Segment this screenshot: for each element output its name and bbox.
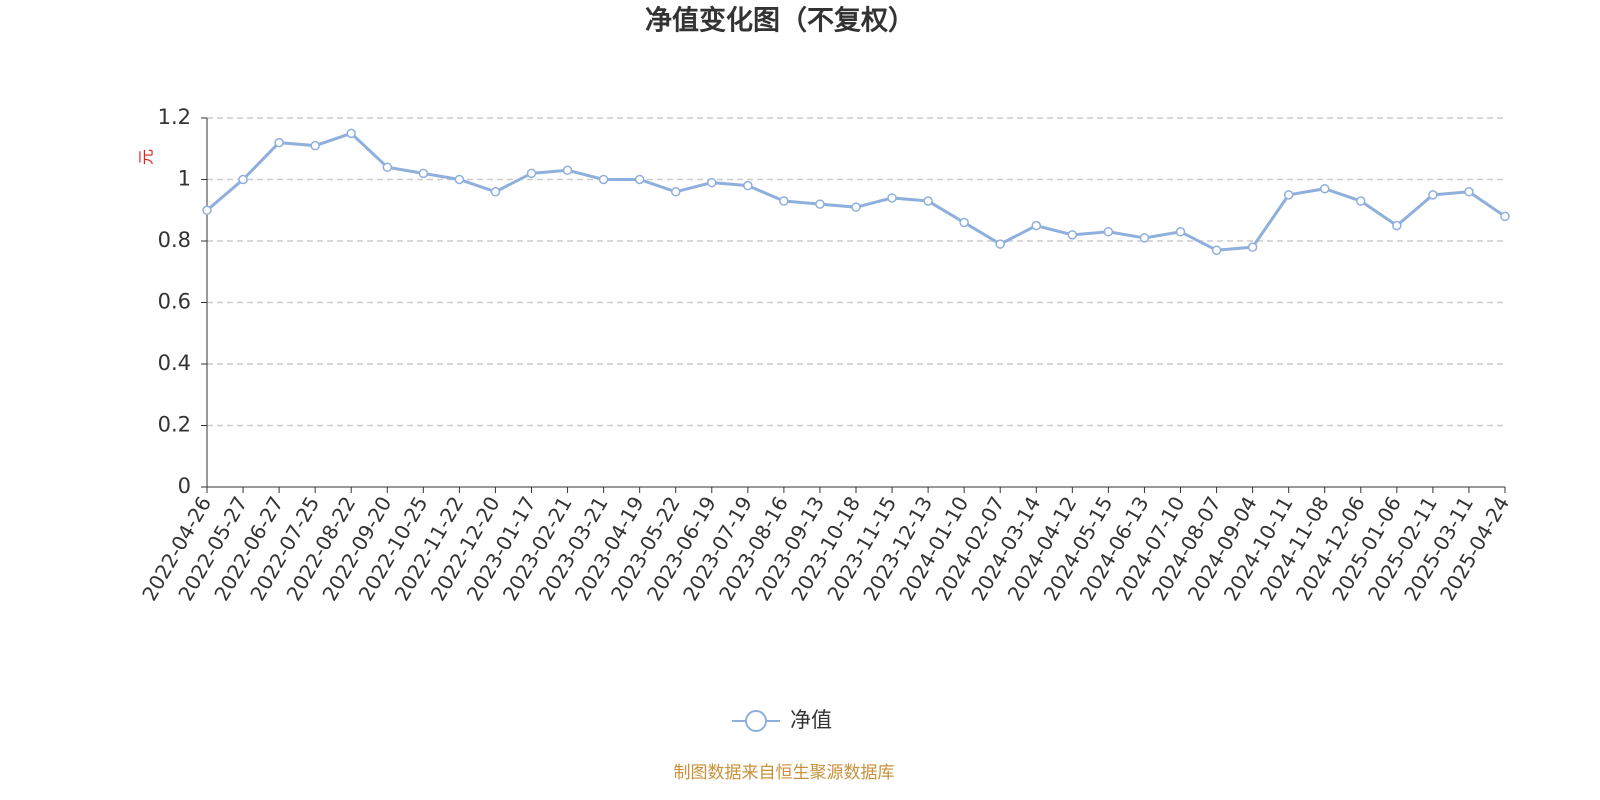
y-tick-label: 0.8: [158, 228, 191, 252]
marker: [1139, 233, 1150, 243]
marker: [1283, 190, 1294, 200]
marker: [779, 196, 789, 206]
marker: [1175, 227, 1186, 237]
marker: [923, 196, 933, 206]
y-tick-label: 0: [178, 474, 191, 498]
y-tick-label: 0.2: [158, 413, 191, 437]
marker: [346, 128, 356, 139]
marker: [851, 202, 861, 212]
marker: [1103, 227, 1114, 237]
y-tick-label: 0.4: [158, 351, 191, 375]
line: [206, 131, 1506, 252]
marker: [1319, 183, 1330, 194]
marker: [670, 187, 681, 197]
marker: [454, 174, 465, 185]
marker: [1500, 211, 1510, 222]
marker: [959, 217, 969, 228]
marker: [743, 180, 753, 191]
marker: [815, 199, 825, 209]
marker: [1247, 242, 1258, 252]
marker: [1356, 196, 1366, 206]
legend-marker: [745, 710, 767, 732]
marker: [1428, 190, 1438, 200]
marker: [1211, 245, 1222, 255]
marker: [1392, 220, 1402, 231]
marker: [382, 162, 393, 172]
chart-title: 净值变化图（不复权）: [645, 5, 915, 37]
marker: [887, 193, 897, 203]
y-tick-label: 0.6: [158, 290, 191, 314]
marker: [1464, 187, 1474, 197]
marker: [310, 140, 320, 151]
y-axis-label: 元: [137, 149, 156, 165]
marker: [1031, 220, 1042, 231]
marker: [707, 177, 717, 188]
marker: [274, 137, 284, 148]
legend-label: 净值: [790, 708, 832, 732]
marker: [202, 205, 212, 215]
marker: [238, 174, 248, 185]
marker: [995, 239, 1005, 249]
marker: [526, 168, 537, 179]
marker: [490, 187, 501, 197]
y-tick-label: 1.2: [158, 105, 191, 129]
marker: [418, 168, 429, 179]
marker: [562, 165, 573, 176]
marker: [634, 174, 645, 185]
source-note: 制图数据来自恒生聚源数据库: [674, 763, 895, 783]
y-tick-label: 1: [178, 167, 191, 191]
marker: [598, 174, 609, 185]
marker: [1067, 230, 1078, 240]
